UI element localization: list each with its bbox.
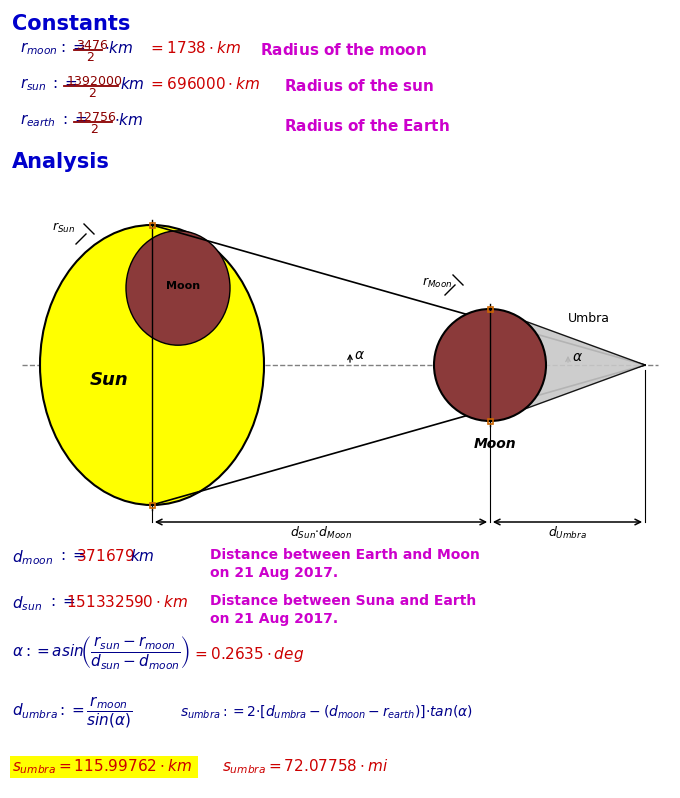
Text: $\alpha$: $\alpha$: [572, 350, 583, 364]
Text: $\alpha$: $\alpha$: [354, 348, 365, 362]
Text: $\mathbf{Radius\ of\ the\ Earth}$: $\mathbf{Radius\ of\ the\ Earth}$: [284, 118, 449, 134]
Text: $km$: $km$: [120, 76, 145, 92]
Text: Moon: Moon: [166, 281, 200, 291]
Text: Constants: Constants: [12, 14, 131, 34]
Text: $\cdot km$: $\cdot km$: [104, 40, 133, 56]
Text: $\mathbf{Radius\ of\ the\ sun}$: $\mathbf{Radius\ of\ the\ sun}$: [284, 78, 434, 94]
Text: $2$: $2$: [90, 123, 99, 136]
Text: $151332590 \cdot km$: $151332590 \cdot km$: [66, 594, 188, 610]
Text: Umbra: Umbra: [568, 312, 610, 325]
Text: Distance between Earth and Moon: Distance between Earth and Moon: [210, 548, 480, 562]
Text: $:=$: $:=$: [58, 40, 85, 55]
Polygon shape: [492, 309, 645, 421]
Text: $:=$: $:=$: [48, 594, 75, 609]
Text: $d_{sun}$: $d_{sun}$: [12, 594, 42, 613]
Text: Moon: Moon: [474, 437, 517, 451]
Text: $s_{umbra} = 72.07758 \cdot mi$: $s_{umbra} = 72.07758 \cdot mi$: [222, 757, 388, 776]
Text: $= 1738 \cdot km$: $= 1738 \cdot km$: [148, 40, 241, 56]
Bar: [488, 418, 492, 424]
Text: $r_{earth}$: $r_{earth}$: [20, 112, 56, 128]
Text: $\alpha := asin\!\left(\dfrac{r_{sun} - r_{moon}}{d_{sun} - d_{moon}}\right)$: $\alpha := asin\!\left(\dfrac{r_{sun} - …: [12, 635, 190, 673]
Text: $d_{Umbra}$: $d_{Umbra}$: [548, 525, 587, 541]
Text: $km$: $km$: [130, 548, 154, 564]
Text: Analysis: Analysis: [12, 152, 110, 172]
Text: $= 0.2635 \cdot deg$: $= 0.2635 \cdot deg$: [192, 645, 304, 663]
Text: $1392000$: $1392000$: [66, 75, 122, 88]
Text: on 21 Aug 2017.: on 21 Aug 2017.: [210, 566, 338, 580]
Bar: [150, 503, 154, 508]
Bar: [488, 306, 492, 311]
Text: $r_{Moon}$: $r_{Moon}$: [422, 276, 452, 290]
Text: on 21 Aug 2017.: on 21 Aug 2017.: [210, 612, 338, 626]
Text: $\mathbf{Radius\ of\ the\ moon}$: $\mathbf{Radius\ of\ the\ moon}$: [260, 42, 427, 58]
Text: $:=$: $:=$: [60, 112, 87, 127]
Ellipse shape: [126, 231, 230, 346]
Text: Sun: Sun: [90, 371, 129, 389]
Text: $d_{moon}$: $d_{moon}$: [12, 548, 53, 567]
Text: $r_{Sun}$: $r_{Sun}$: [52, 221, 75, 235]
Ellipse shape: [40, 225, 264, 505]
Text: $= 696000 \cdot km$: $= 696000 \cdot km$: [148, 76, 260, 92]
Text: $\cdot km$: $\cdot km$: [114, 112, 143, 128]
Text: $12756$: $12756$: [76, 111, 117, 124]
Text: $2$: $2$: [88, 87, 97, 100]
Text: $r_{sun}$: $r_{sun}$: [20, 76, 47, 93]
Text: $r_{moon}$: $r_{moon}$: [20, 40, 58, 57]
Text: $:=$: $:=$: [50, 76, 77, 91]
Text: $:=$: $:=$: [58, 548, 85, 563]
Text: $371679$: $371679$: [76, 548, 135, 564]
Bar: [150, 223, 154, 227]
Text: $3476$: $3476$: [76, 39, 109, 52]
Text: $2$: $2$: [86, 51, 95, 64]
Bar: [10, 756, 198, 778]
Text: $s_{umbra} := 2{\cdot}\left[d_{umbra} - \left(d_{moon} - r_{earth}\right)\right]: $s_{umbra} := 2{\cdot}\left[d_{umbra} - …: [180, 704, 473, 721]
Text: Distance between Suna and Earth: Distance between Suna and Earth: [210, 594, 476, 608]
Text: $d_{Sun}{\cdot}d_{Moon}$: $d_{Sun}{\cdot}d_{Moon}$: [290, 525, 352, 541]
Ellipse shape: [434, 309, 546, 421]
Text: $s_{umbra} = 115.99762 \cdot km$: $s_{umbra} = 115.99762 \cdot km$: [12, 757, 192, 776]
Text: $d_{umbra} := \dfrac{r_{moon}}{sin(\alpha)}$: $d_{umbra} := \dfrac{r_{moon}}{sin(\alph…: [12, 694, 133, 729]
